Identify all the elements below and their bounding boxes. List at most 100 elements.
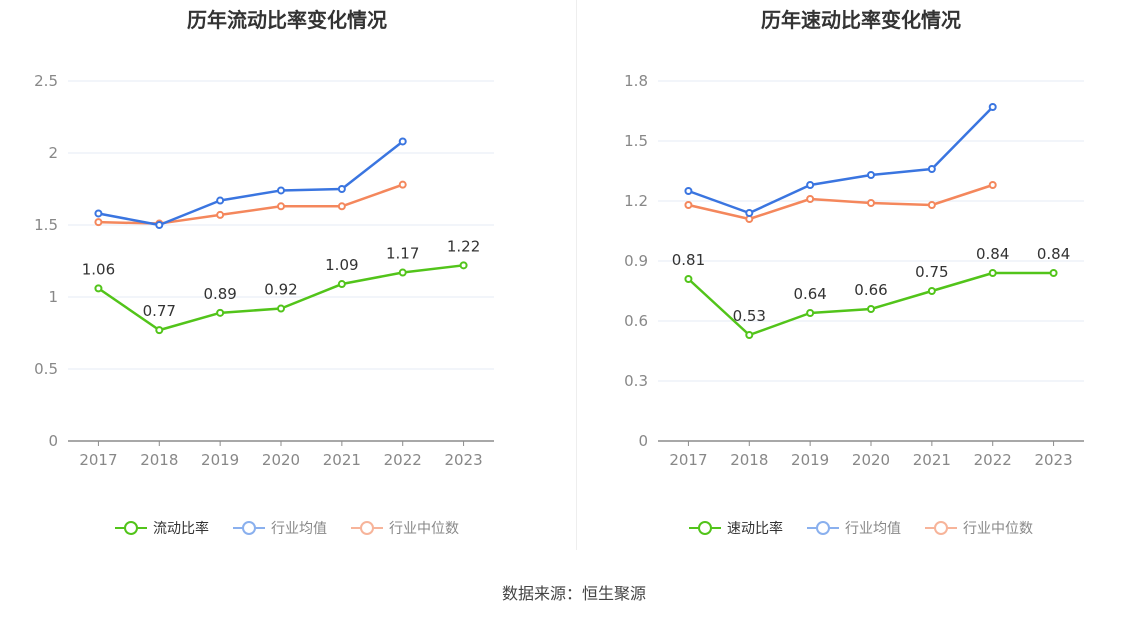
data-point[interactable] (216, 210, 225, 219)
y-tick-label: 0.5 (34, 360, 58, 378)
industry-median-series-line (98, 183, 404, 225)
data-point[interactable] (867, 171, 875, 179)
data-point[interactable] (1049, 269, 1058, 277)
data-point[interactable] (155, 221, 164, 229)
data-point[interactable] (94, 209, 103, 218)
y-tick-label: 0.6 (624, 312, 648, 330)
data-point[interactable] (684, 201, 693, 209)
data-point[interactable] (988, 103, 997, 111)
data-point[interactable] (806, 195, 815, 203)
current-ratio-plot: 0 0.5 1 1.5 2 2.5 2017 2018 2019 2020 2021 2022 2023… (34, 72, 494, 469)
panel-divider (576, 0, 577, 550)
data-point[interactable] (398, 268, 407, 277)
legend: 速动比率 行业均值 行业中位数 (574, 518, 1148, 538)
y-tick-label: 0 (48, 432, 58, 450)
x-tick-label: 2023 (1034, 451, 1072, 469)
y-tick-label: 2 (48, 144, 58, 162)
data-point[interactable] (806, 181, 815, 189)
line-marker-icon (689, 520, 721, 536)
industry-average-series-line (688, 106, 994, 215)
data-point[interactable] (337, 185, 346, 193)
y-tick-label: 0.3 (624, 372, 648, 390)
data-point[interactable] (684, 275, 693, 283)
line-marker-icon (115, 520, 147, 536)
data-point[interactable] (927, 165, 936, 173)
y-tick-label: 1.5 (624, 132, 648, 150)
data-point[interactable] (927, 287, 936, 295)
data-source-note: 数据来源：恒生聚源 (501, 584, 646, 603)
x-tick-label: 2018 (730, 451, 768, 469)
x-tick-label: 2017 (79, 451, 117, 469)
data-point[interactable] (277, 202, 285, 211)
x-tick-label: 2022 (974, 451, 1012, 469)
x-tick-label: 2022 (384, 451, 422, 469)
x-tick-label: 2023 (444, 451, 482, 469)
y-tick-label: 2.5 (34, 72, 58, 90)
data-label: 0.92 (264, 281, 297, 299)
legend-item-quick-ratio[interactable]: 速动比率 (689, 518, 783, 538)
x-tick-label: 2017 (669, 451, 707, 469)
data-point[interactable] (337, 280, 346, 289)
data-label: 1.22 (447, 237, 480, 255)
data-label: 0.77 (143, 302, 176, 320)
chart-title: 历年速动比率变化情况 (761, 8, 961, 32)
data-point[interactable] (94, 284, 103, 293)
data-point[interactable] (459, 261, 468, 270)
data-point[interactable] (337, 202, 346, 211)
data-point[interactable] (806, 309, 815, 317)
data-label: 0.64 (793, 285, 826, 303)
y-tick-label: 0.9 (624, 252, 648, 270)
x-tick-label: 2021 (323, 451, 361, 469)
data-point[interactable] (988, 269, 997, 277)
data-point[interactable] (277, 304, 285, 313)
data-label: 0.66 (854, 281, 887, 299)
line-marker-icon (351, 520, 383, 536)
data-point[interactable] (155, 326, 164, 335)
data-point[interactable] (216, 308, 225, 317)
y-tick-label: 0 (638, 432, 648, 450)
data-point[interactable] (398, 137, 407, 146)
data-point[interactable] (867, 305, 875, 313)
legend-label: 行业均值 (271, 521, 327, 537)
chart-title: 历年流动比率变化情况 (187, 8, 387, 32)
data-point[interactable] (745, 331, 754, 339)
x-tick-label: 2018 (140, 451, 178, 469)
legend-item-industry-median[interactable]: 行业中位数 (925, 518, 1033, 538)
legend: 流动比率 行业均值 行业中位数 (0, 518, 574, 538)
x-tick-label: 2019 (791, 451, 829, 469)
data-point[interactable] (988, 181, 997, 189)
data-label: 1.17 (386, 245, 419, 263)
y-tick-label: 1 (48, 288, 58, 306)
current-ratio-chart: 历年流动比率变化情况 0 0.5 1 1.5 2 2.5 2017 2018 2019 2020 2… (0, 0, 574, 560)
legend-item-industry-median[interactable]: 行业中位数 (351, 518, 459, 538)
y-tick-label: 1.2 (624, 192, 648, 210)
data-point[interactable] (277, 186, 285, 195)
legend-item-industry-average[interactable]: 行业均值 (233, 518, 327, 538)
line-marker-icon (807, 520, 839, 536)
x-tick-label: 2020 (262, 451, 300, 469)
data-point[interactable] (398, 180, 407, 189)
legend-label: 速动比率 (727, 521, 783, 537)
data-label: 0.81 (672, 251, 705, 269)
data-label: 0.53 (733, 307, 766, 325)
legend-item-industry-average[interactable]: 行业均值 (807, 518, 901, 538)
legend-label: 行业中位数 (963, 521, 1033, 537)
y-tick-label: 1.5 (34, 216, 58, 234)
data-label: 0.84 (976, 245, 1009, 263)
data-point[interactable] (216, 196, 225, 205)
data-point[interactable] (867, 199, 875, 207)
data-point[interactable] (745, 209, 754, 217)
data-label: 1.06 (82, 260, 115, 278)
legend-label: 行业均值 (845, 521, 901, 537)
data-label: 0.84 (1037, 245, 1070, 263)
industry-average-series-line (98, 140, 404, 227)
legend-item-current-ratio[interactable]: 流动比率 (115, 518, 209, 538)
line-marker-icon (233, 520, 265, 536)
data-point[interactable] (684, 187, 693, 195)
data-point[interactable] (927, 201, 936, 209)
data-point[interactable] (94, 218, 103, 227)
legend-label: 流动比率 (153, 521, 209, 537)
quick-ratio-plot: 0 0.3 0.6 0.9 1.2 1.5 1.8 2017 2018 2019 2020 2021 2… (624, 72, 1084, 469)
y-tick-label: 1.8 (624, 72, 648, 90)
data-label: 0.75 (915, 263, 948, 281)
